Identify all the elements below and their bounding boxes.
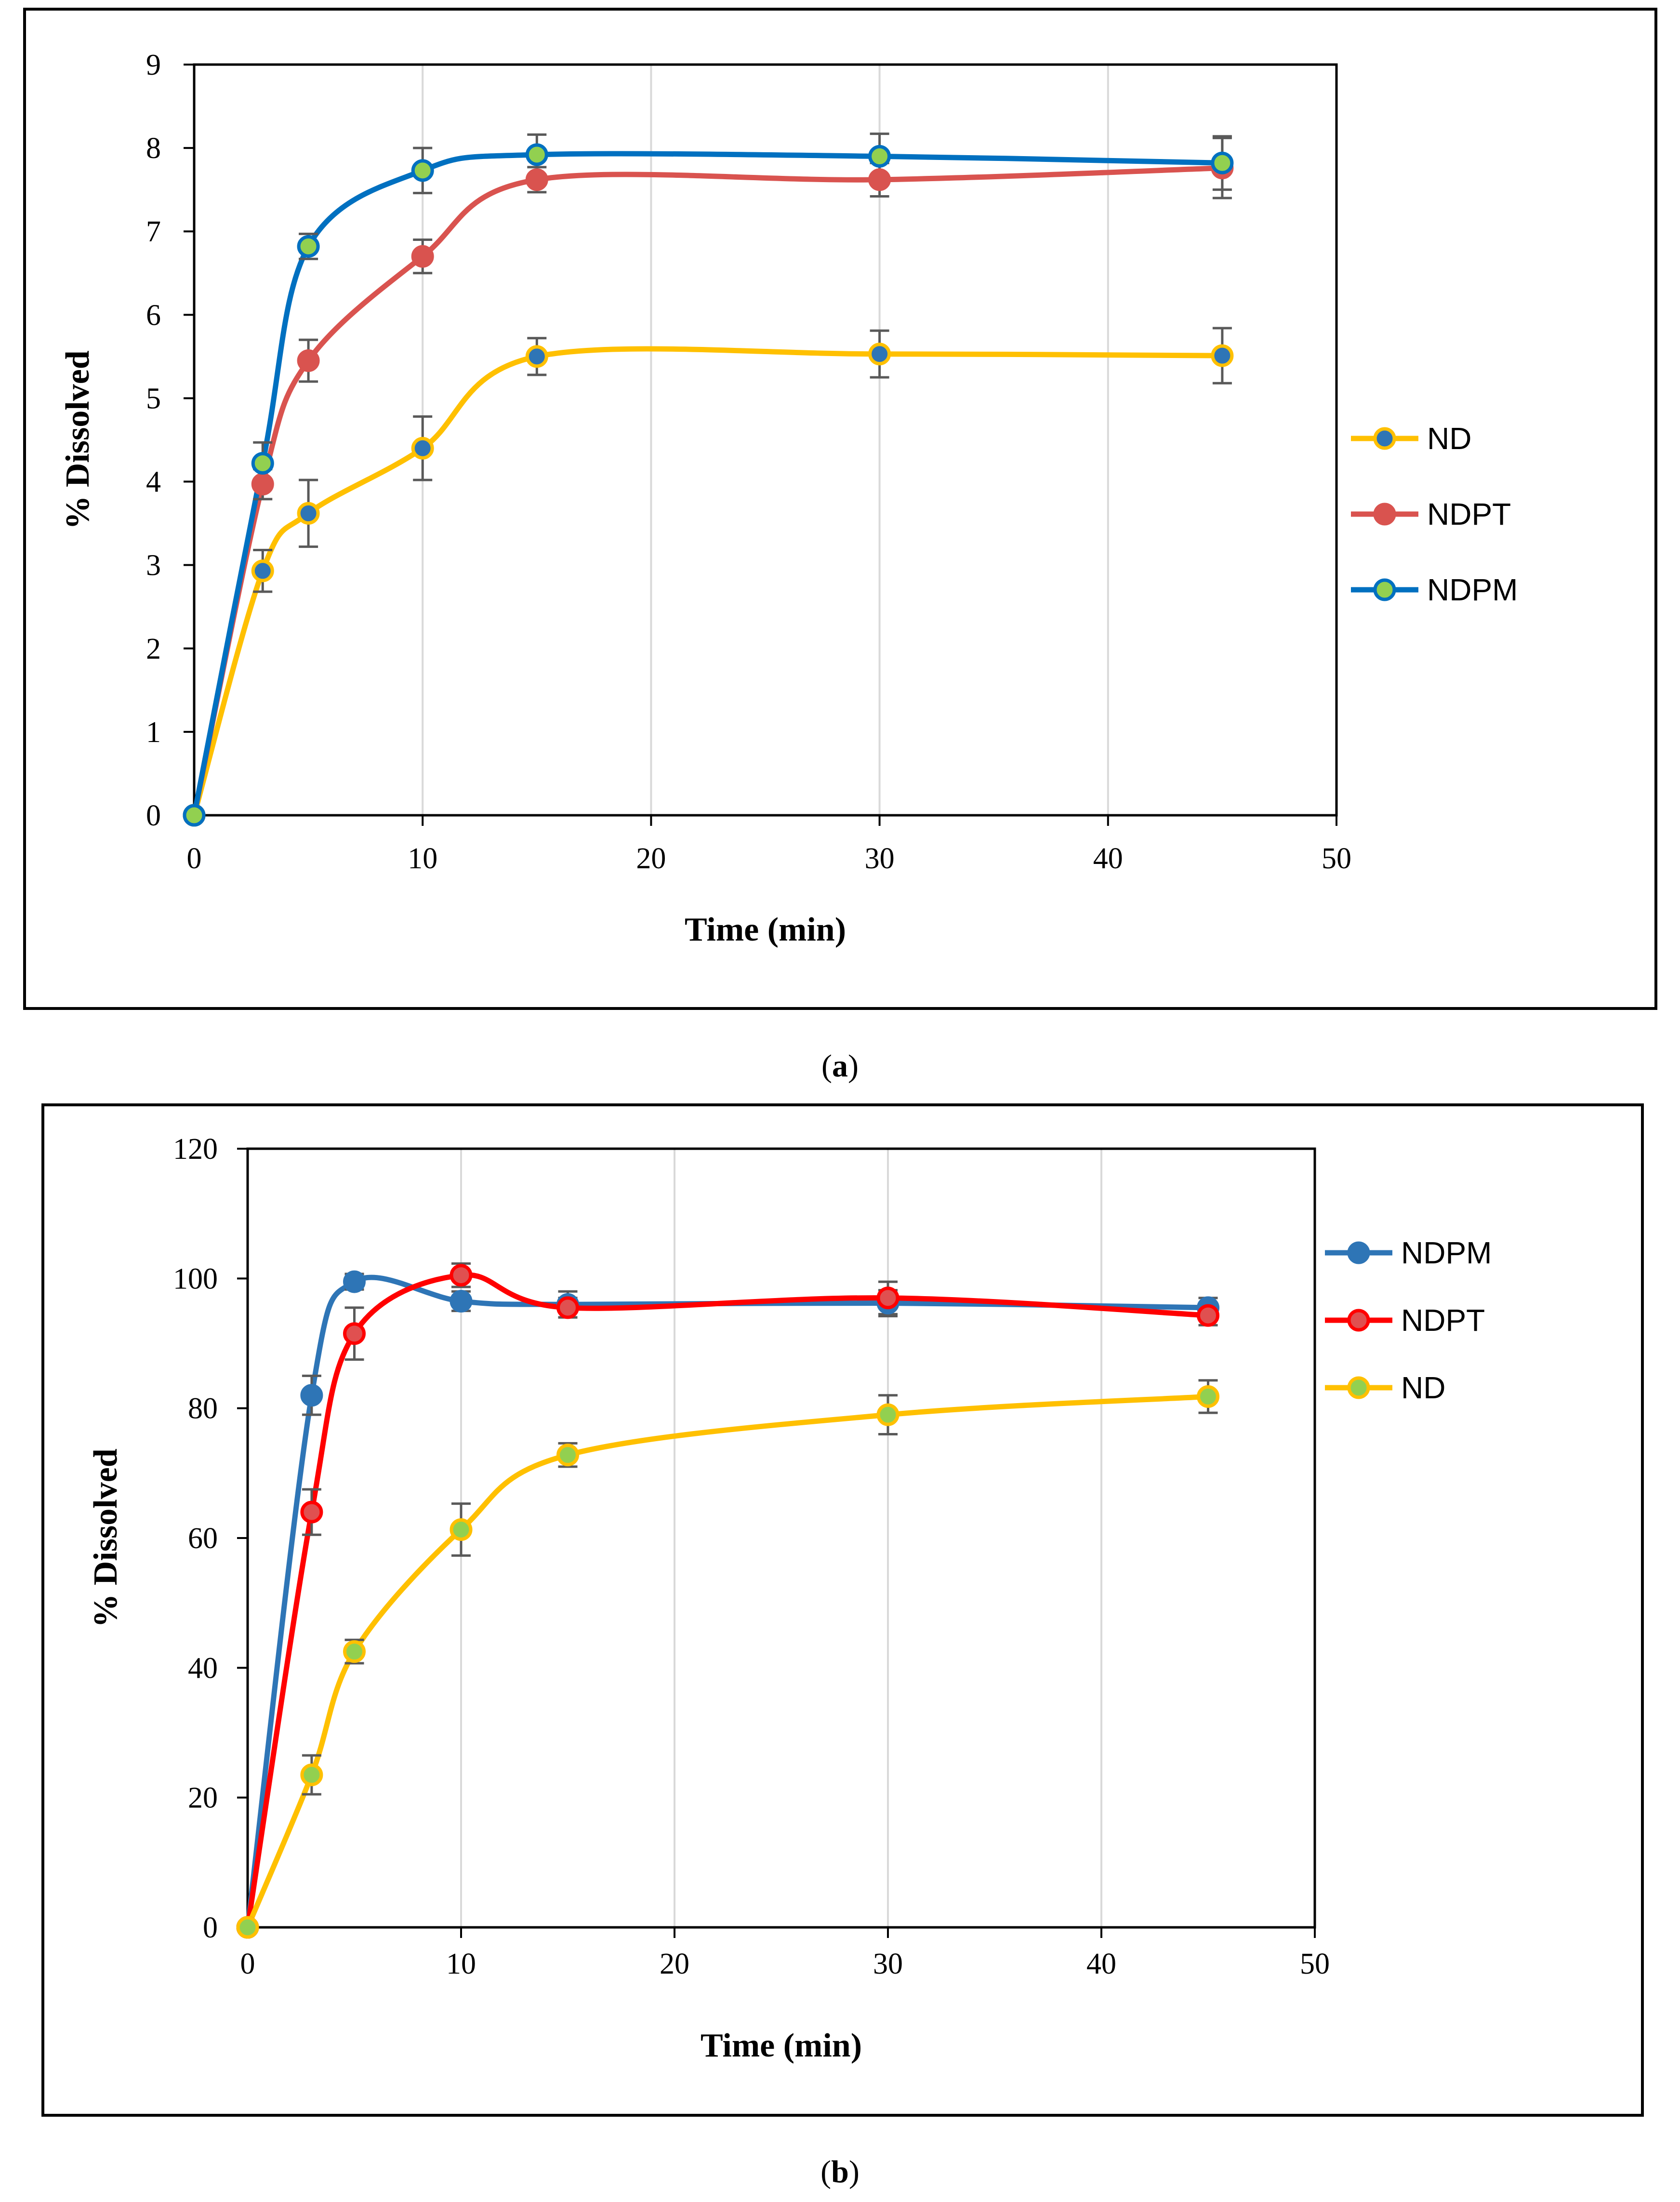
panel-b: 0 20 40 60 80 100 120 0 10 20 30 40 50 Time (min) % Di… xyxy=(41,1103,1644,2117)
y-tick-label: 0 xyxy=(203,1911,218,1944)
data-point-ndpt xyxy=(525,168,548,191)
legend-label-ndpt: NDPT xyxy=(1427,497,1511,531)
y-axis-title: % Dissolved xyxy=(59,350,96,530)
legend-label-ndpt: NDPT xyxy=(1401,1303,1485,1338)
x-tick-label: 0 xyxy=(187,842,202,875)
data-point-ndpt xyxy=(868,168,891,191)
data-point-nd xyxy=(556,1444,579,1467)
legend-label-nd: ND xyxy=(1427,421,1471,456)
data-point-ndpt xyxy=(343,1322,366,1345)
data-point-nd xyxy=(251,559,274,583)
data-point-ndpm xyxy=(251,451,274,475)
panel-a: 0 1 2 3 4 5 6 7 8 9 0 10 20 30 40 50 Time (min) % Dissolv… xyxy=(23,8,1657,1010)
legend-label-ndpm: NDPM xyxy=(1401,1235,1492,1270)
data-point-nd xyxy=(236,1916,259,1939)
data-point-ndpt xyxy=(450,1264,473,1287)
x-tick-label: 10 xyxy=(446,1948,476,1980)
caption-b: (b) xyxy=(820,2154,860,2189)
data-point-nd xyxy=(300,1764,323,1787)
x-axis-title: Time (min) xyxy=(701,2027,862,2064)
x-tick-label: 50 xyxy=(1322,842,1351,875)
y-tick-label: 100 xyxy=(173,1262,218,1295)
data-point-nd xyxy=(450,1518,473,1541)
y-tick-label: 1 xyxy=(146,716,161,749)
series-line-nd xyxy=(191,346,1222,816)
data-point-ndpt xyxy=(411,245,434,268)
data-point-nd xyxy=(525,345,548,368)
series-line-nd xyxy=(245,1393,1208,1929)
caption-a-label: a xyxy=(832,1048,848,1084)
x-axis-title: Time (min) xyxy=(685,911,846,948)
y-tick-label: 40 xyxy=(188,1652,218,1685)
y-tick-label: 4 xyxy=(146,466,161,499)
y-tick-label: 5 xyxy=(146,382,161,415)
data-point-ndpm xyxy=(300,1384,323,1407)
x-tick-label: 40 xyxy=(1086,1948,1116,1980)
y-tick-label: 9 xyxy=(146,49,161,81)
data-point-nd xyxy=(868,343,891,366)
data-point-ndpt xyxy=(1197,1304,1219,1327)
data-point-ndpt xyxy=(297,349,320,372)
y-tick-label: 8 xyxy=(146,132,161,165)
x-tick-label: 20 xyxy=(636,842,666,875)
y-tick-label: 20 xyxy=(188,1782,218,1815)
data-point-ndpm xyxy=(525,143,548,166)
data-point-nd xyxy=(1211,344,1234,367)
caption-a: (a) xyxy=(821,1048,859,1084)
data-point-ndpm xyxy=(868,145,891,168)
data-point-ndpt xyxy=(300,1500,323,1524)
y-tick-label: 0 xyxy=(146,799,161,832)
y-tick-label: 2 xyxy=(146,633,161,665)
chart-b: 0 20 40 60 80 100 120 0 10 20 30 40 50 Time (min) % Di… xyxy=(87,1133,1492,2064)
data-point-ndpm xyxy=(183,804,206,827)
x-tick-label: 40 xyxy=(1093,842,1123,875)
legend-label-nd: ND xyxy=(1401,1370,1445,1405)
data-point-nd xyxy=(876,1403,900,1426)
x-tick-label: 10 xyxy=(408,842,437,875)
caption-b-label: b xyxy=(831,2154,849,2189)
data-point-ndpt xyxy=(876,1287,900,1310)
y-axis-title: % Dissolved xyxy=(87,1448,124,1628)
data-point-nd xyxy=(411,437,434,460)
data-point-ndpt xyxy=(251,473,274,496)
data-point-ndpm xyxy=(450,1289,473,1313)
data-point-ndpt xyxy=(556,1296,579,1319)
x-tick-label: 30 xyxy=(873,1948,903,1980)
y-tick-label: 80 xyxy=(188,1393,218,1425)
series-line-ndpt xyxy=(191,165,1223,816)
data-point-nd xyxy=(343,1640,366,1663)
data-point-ndpm xyxy=(1211,151,1234,174)
legend-marker-ndpm xyxy=(1347,1241,1370,1264)
data-point-ndpm xyxy=(411,159,434,182)
legend-marker-nd xyxy=(1347,1376,1370,1399)
x-tick-label: 20 xyxy=(660,1948,689,1980)
legend-marker-ndpt xyxy=(1347,1309,1370,1332)
legend-marker-ndpm xyxy=(1373,578,1396,601)
legend-label-ndpm: NDPM xyxy=(1427,572,1518,607)
y-tick-label: 60 xyxy=(188,1522,218,1555)
x-tick-label: 0 xyxy=(240,1948,255,1980)
data-point-ndpm xyxy=(343,1270,366,1293)
y-tick-label: 6 xyxy=(146,299,161,332)
x-tick-label: 50 xyxy=(1300,1948,1330,1980)
data-point-nd xyxy=(1197,1385,1219,1408)
plot-area xyxy=(193,63,1338,817)
plot-area xyxy=(246,1147,1316,1929)
series-line-ndpm xyxy=(191,151,1223,816)
data-point-nd xyxy=(297,502,320,525)
legend-marker-ndpt xyxy=(1373,503,1396,526)
y-tick-label: 7 xyxy=(146,215,161,248)
y-tick-label: 3 xyxy=(146,549,161,582)
legend-marker-nd xyxy=(1373,427,1396,450)
x-tick-label: 30 xyxy=(865,842,895,875)
chart-a: 0 1 2 3 4 5 6 7 8 9 0 10 20 30 40 50 Time (min) % Dissolv… xyxy=(59,49,1518,948)
y-tick-label: 120 xyxy=(173,1133,218,1166)
data-point-ndpm xyxy=(297,235,320,258)
